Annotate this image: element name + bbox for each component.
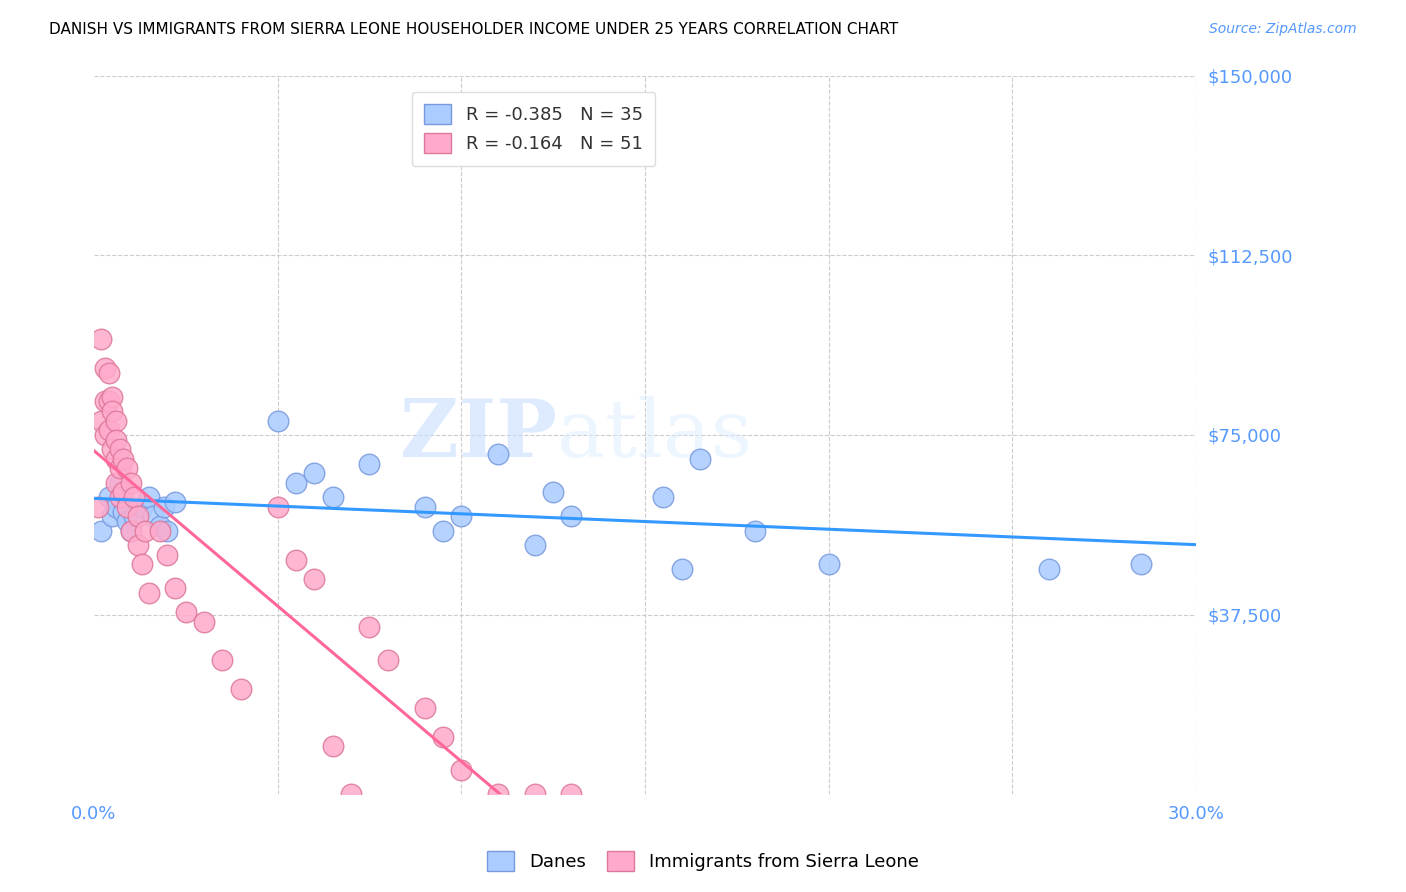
Text: atlas: atlas [557, 396, 752, 474]
Point [108, 475, 131, 490]
Point [359, 457, 381, 471]
Point [112, 505, 135, 519]
Point [138, 586, 160, 600]
Point [127, 538, 149, 552]
Point [94, 394, 117, 409]
Point [142, 509, 165, 524]
Point [120, 524, 142, 538]
Point [104, 451, 127, 466]
Point [486, 788, 509, 802]
Point [671, 562, 693, 576]
Point [131, 558, 153, 572]
Point [120, 475, 142, 490]
Point [90, 332, 112, 346]
Point [193, 615, 215, 629]
Point [211, 653, 233, 667]
Point [86, 500, 108, 514]
Point [149, 524, 172, 538]
Point [163, 495, 186, 509]
Point [112, 451, 135, 466]
Point [115, 461, 138, 475]
Point [163, 582, 186, 596]
Point [124, 490, 146, 504]
Point [94, 428, 117, 442]
Point [744, 524, 766, 538]
Point [112, 485, 135, 500]
Point [486, 447, 509, 461]
Point [523, 538, 546, 552]
Point [266, 413, 288, 427]
Point [450, 764, 472, 778]
Point [689, 451, 711, 466]
Point [90, 524, 112, 538]
Point [156, 548, 179, 562]
Point [90, 413, 112, 427]
Point [108, 461, 131, 475]
Point [97, 394, 120, 409]
Point [359, 620, 381, 634]
Point [432, 730, 454, 744]
Legend: Danes, Immigrants from Sierra Leone: Danes, Immigrants from Sierra Leone [479, 844, 927, 879]
Point [560, 788, 582, 802]
Point [108, 442, 131, 457]
Point [104, 433, 127, 447]
Text: ZIP: ZIP [399, 396, 557, 474]
Point [229, 681, 252, 696]
Point [1129, 558, 1152, 572]
Point [97, 490, 120, 504]
Point [97, 366, 120, 380]
Point [120, 524, 142, 538]
Point [156, 524, 179, 538]
Point [523, 788, 546, 802]
Point [817, 558, 839, 572]
Point [134, 524, 156, 538]
Point [322, 739, 344, 754]
Point [101, 509, 124, 524]
Point [304, 467, 326, 481]
Point [115, 500, 138, 514]
Point [266, 500, 288, 514]
Point [124, 509, 146, 524]
Point [115, 514, 138, 528]
Point [149, 519, 172, 533]
Legend: R = -0.385   N = 35, R = -0.164   N = 51: R = -0.385 N = 35, R = -0.164 N = 51 [412, 92, 655, 166]
Point [285, 552, 308, 566]
Text: Source: ZipAtlas.com: Source: ZipAtlas.com [1209, 22, 1357, 37]
Point [101, 442, 124, 457]
Point [413, 701, 436, 715]
Point [541, 485, 564, 500]
Point [450, 509, 472, 524]
Point [432, 524, 454, 538]
Point [174, 605, 197, 619]
Point [652, 490, 675, 504]
Point [131, 500, 153, 514]
Point [94, 360, 117, 375]
Point [104, 500, 127, 514]
Point [101, 390, 124, 404]
Point [127, 509, 149, 524]
Point [285, 475, 308, 490]
Point [104, 413, 127, 427]
Point [104, 475, 127, 490]
Point [138, 490, 160, 504]
Point [340, 788, 363, 802]
Point [560, 509, 582, 524]
Point [97, 423, 120, 437]
Point [304, 572, 326, 586]
Point [377, 653, 399, 667]
Point [152, 500, 174, 514]
Point [322, 490, 344, 504]
Point [1038, 562, 1060, 576]
Point [108, 490, 131, 504]
Text: DANISH VS IMMIGRANTS FROM SIERRA LEONE HOUSEHOLDER INCOME UNDER 25 YEARS CORRELA: DANISH VS IMMIGRANTS FROM SIERRA LEONE H… [49, 22, 898, 37]
Point [413, 500, 436, 514]
Point [101, 404, 124, 418]
